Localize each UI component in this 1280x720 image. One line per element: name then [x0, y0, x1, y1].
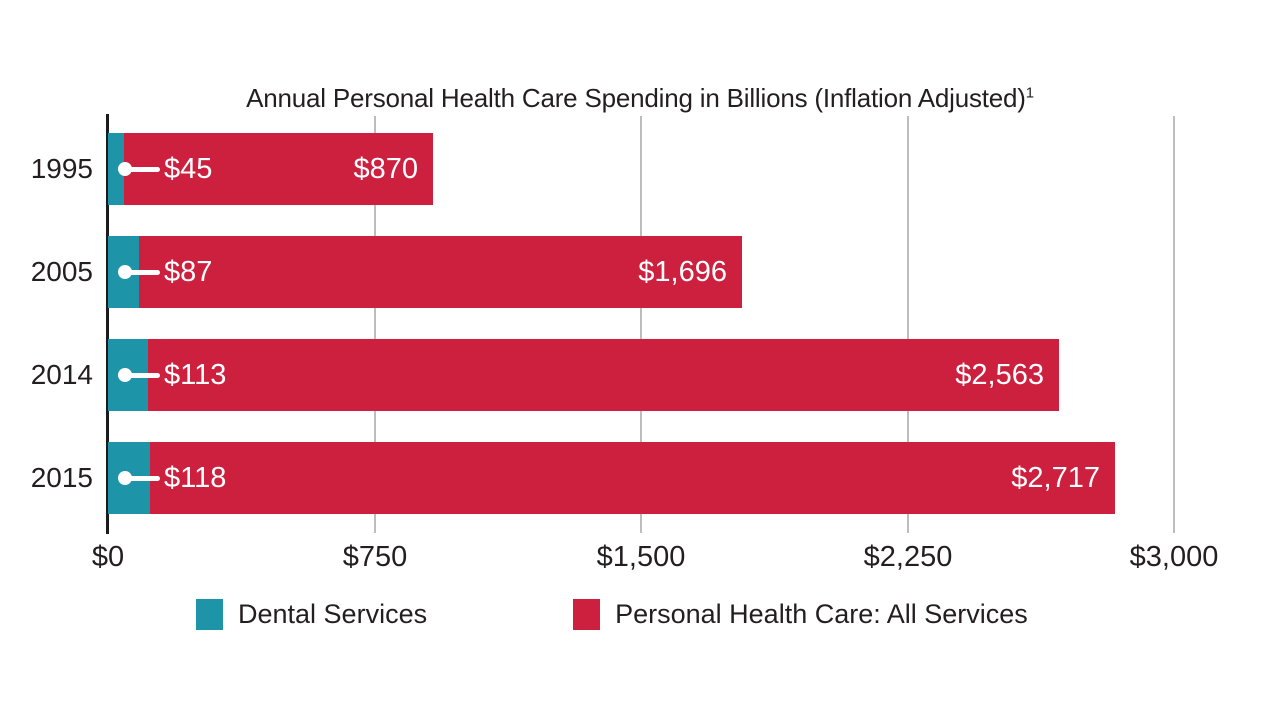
bar-segment-all-services: $2,563	[148, 339, 1059, 411]
value-label-dental-services: $45	[164, 153, 213, 185]
y-axis-label: 2005	[30, 256, 93, 287]
chart-title: Annual Personal Health Care Spending in …	[0, 83, 1280, 114]
gridline	[1173, 116, 1175, 533]
bar-segment-all-services: $2,717	[150, 442, 1115, 514]
bar-row: $870 $45	[108, 133, 433, 205]
y-axis-label: 1995	[30, 153, 93, 184]
x-axis-tick-label: $750	[342, 541, 408, 573]
callout-line	[124, 373, 160, 378]
gridline	[907, 116, 909, 533]
legend-swatch-all-services	[573, 598, 601, 630]
callout-line	[124, 167, 160, 172]
legend-label-all-services: Personal Health Care: All Services	[615, 598, 1028, 629]
legend-label-dental-services: Dental Services	[238, 598, 428, 629]
y-axis-label: 2014	[30, 359, 93, 390]
chart-title-footnote-marker: 1	[1025, 84, 1034, 102]
x-axis-tick-label: $0	[91, 541, 125, 573]
legend-swatch-dental-services	[196, 598, 223, 630]
bar-segment-all-services: $1,696	[139, 236, 742, 308]
x-axis-tick-label: $1,500	[596, 541, 686, 573]
x-axis-tick-label: $2,250	[863, 541, 953, 573]
callout-line	[124, 476, 160, 481]
legend: Dental Services Personal Health Care: Al…	[196, 597, 1028, 631]
value-label-dental-services: $118	[164, 462, 227, 494]
value-label-all-services: $870	[353, 153, 418, 185]
bar-row: $1,696 $87	[108, 236, 742, 308]
value-label-all-services: $2,717	[1011, 462, 1100, 494]
legend-item-dental-services: Dental Services	[196, 598, 428, 630]
value-label-all-services: $2,563	[955, 359, 1044, 391]
x-axis-tick-label: $3,000	[1129, 541, 1219, 573]
axis-line	[106, 114, 109, 534]
gridline	[640, 116, 642, 533]
legend-item-all-services: Personal Health Care: All Services	[573, 598, 1028, 630]
bar-segment-all-services: $870	[124, 133, 433, 205]
bar-row: $2,717 $118	[108, 442, 1115, 514]
callout-line	[124, 270, 160, 275]
value-label-dental-services: $113	[164, 359, 227, 391]
chart-title-text: Annual Personal Health Care Spending in …	[246, 83, 1026, 113]
bar-row: $2,563 $113	[108, 339, 1059, 411]
value-label-dental-services: $87	[164, 256, 213, 288]
value-label-all-services: $1,696	[638, 256, 727, 288]
y-axis-label: 2015	[30, 462, 93, 493]
bar-segment-dental-services	[108, 133, 124, 205]
gridline	[374, 116, 376, 533]
